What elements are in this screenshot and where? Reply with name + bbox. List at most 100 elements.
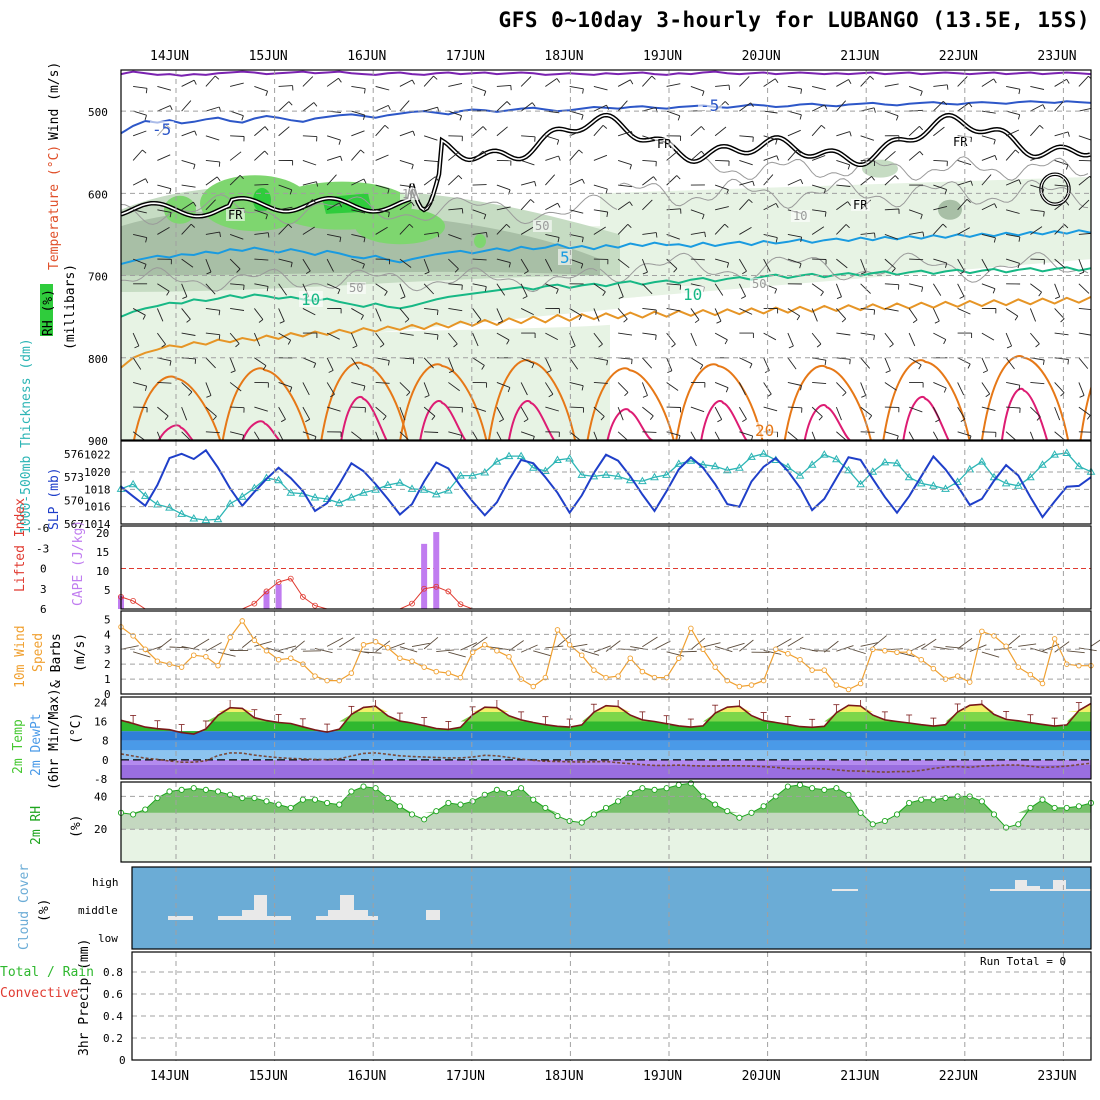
precip-tick: 0.4	[103, 1010, 123, 1023]
temp-line-20	[783, 364, 872, 440]
wind10-point	[785, 650, 791, 657]
date-label-top: 17JUN	[446, 49, 485, 64]
thickness-tick: 570	[64, 495, 84, 508]
wind-barb	[593, 226, 606, 235]
wind-barb-flag	[748, 199, 753, 204]
wind-barb-flag	[400, 296, 406, 300]
wind-barb	[787, 382, 802, 386]
wind10-barb	[217, 651, 236, 657]
wind-barb	[981, 78, 994, 87]
wind-barb	[520, 76, 532, 87]
thickness-point	[1038, 460, 1047, 468]
wind-barb	[399, 160, 414, 166]
wind-barb	[181, 160, 196, 165]
wind-barb	[690, 231, 705, 235]
pressure-tick: 500	[88, 106, 108, 119]
wind-barb-flag	[169, 105, 173, 111]
wind10-tick: 4	[104, 628, 111, 641]
wind-barb-flag	[912, 319, 918, 324]
thickness-tick: 573	[64, 471, 84, 484]
precip-tick: 0.2	[103, 1032, 123, 1045]
wind-barb	[351, 382, 366, 387]
wind-barb-flag	[594, 445, 599, 447]
wind-barb	[448, 283, 463, 286]
rh2m-point	[275, 801, 282, 808]
wind-barb-flag	[967, 363, 971, 369]
wind-barb-flag	[992, 288, 996, 294]
wind-barb	[1078, 199, 1090, 211]
rh2m-point	[1039, 796, 1046, 803]
wind-barb-flag	[142, 314, 146, 320]
date-label-top: 16JUN	[347, 49, 386, 64]
date-label-top: 14JUN	[150, 49, 189, 64]
wind-barb	[326, 174, 337, 186]
wind-barb-flag	[532, 436, 535, 440]
wind-barb-flag	[330, 394, 335, 398]
wind-barb-flag	[943, 339, 947, 345]
wind-barb	[278, 406, 286, 420]
wind-barb	[666, 283, 681, 286]
wind-barb-flag	[799, 263, 802, 269]
thickness-point	[431, 489, 441, 498]
thickness-point	[832, 454, 841, 463]
rh2m-point	[142, 806, 149, 813]
wind-barb-flag	[188, 442, 192, 446]
thickness-point	[274, 475, 283, 484]
wind10-barb	[920, 638, 937, 650]
date-label-bottom: 15JUN	[249, 1069, 288, 1084]
wind-barb	[496, 101, 508, 112]
wind-barb	[642, 307, 657, 311]
wind-barb	[496, 406, 504, 420]
wind-barb	[1078, 75, 1089, 87]
wind-barb	[350, 332, 358, 347]
wind-barb	[860, 283, 871, 294]
thickness-point	[189, 514, 199, 522]
wind-barb-flag	[328, 369, 334, 373]
rh2m-unit-label: (%)	[69, 815, 84, 838]
wind-barb-flag	[788, 345, 794, 349]
wind-barb-flag	[264, 126, 269, 131]
wind-barb	[593, 381, 608, 384]
wind-barb	[836, 382, 847, 393]
wind-barb-flag	[360, 149, 365, 154]
rh2m-point	[712, 801, 719, 808]
wind-barb	[1078, 406, 1091, 416]
wind-barb	[157, 381, 172, 384]
cloud-tick: low	[98, 932, 118, 945]
wind10-barb	[157, 638, 172, 651]
rh2m-point	[251, 794, 258, 802]
wind-barb-flag	[1065, 164, 1069, 170]
wind-barb	[860, 75, 871, 87]
wind-barb-flag	[481, 365, 485, 370]
wind10-barb	[690, 637, 706, 650]
cloud-block	[168, 916, 193, 920]
wind-barb-flag	[546, 370, 552, 373]
cloud-block	[254, 895, 267, 920]
wind-barb-flag	[556, 78, 561, 83]
wind-barb	[787, 308, 800, 317]
wind10-point	[1015, 664, 1022, 670]
wind-barb-flag	[460, 435, 463, 440]
rh2m-point	[178, 786, 185, 793]
wind-barb-flag	[581, 237, 584, 243]
wind-barb-flag	[534, 181, 537, 187]
wind-barb	[423, 199, 435, 211]
thickness-point	[941, 484, 950, 492]
wind10-point	[227, 634, 233, 641]
wind-barb-flag	[482, 150, 487, 156]
wind-barb-flag	[364, 88, 366, 94]
thickness-point	[383, 480, 393, 488]
wind-barb	[714, 184, 729, 191]
wind10-barb	[411, 642, 430, 647]
wind-barb	[690, 357, 704, 366]
wind-barb	[399, 258, 412, 268]
wind-barb	[860, 431, 875, 433]
wind-barb-flag	[363, 385, 366, 391]
wind-barb	[1005, 149, 1016, 161]
wind-barb	[157, 227, 170, 235]
wind-barb-flag	[1038, 291, 1042, 297]
rh-fill-mid	[862, 159, 898, 178]
temp-line-25	[158, 424, 205, 440]
wind-barb	[739, 357, 753, 365]
thickness-point	[807, 460, 817, 468]
